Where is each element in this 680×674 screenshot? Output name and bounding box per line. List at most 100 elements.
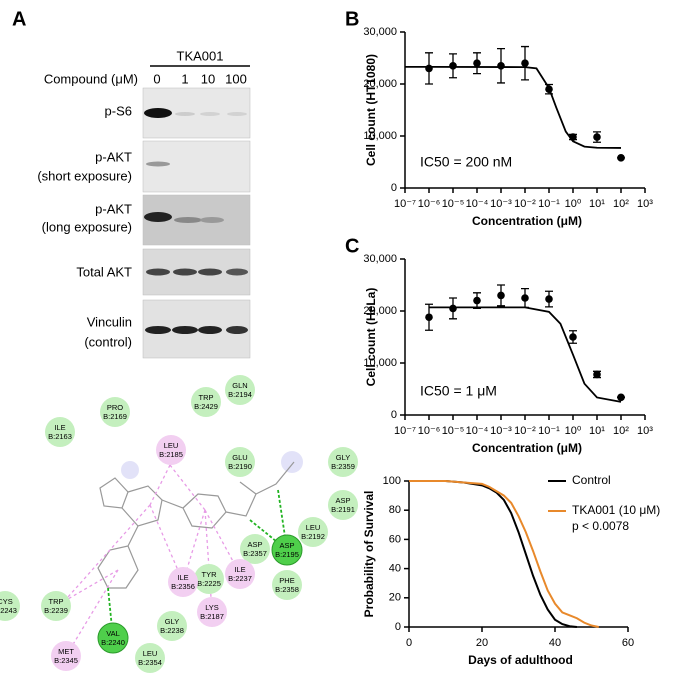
x-tick-label: 0 xyxy=(406,637,412,649)
x-tick-label: 10⁻⁶ xyxy=(418,425,441,437)
residue-id: B:2195 xyxy=(275,550,299,559)
residue-id: B:2240 xyxy=(101,638,125,647)
residue xyxy=(51,641,81,671)
residue xyxy=(240,534,270,564)
chart: C 0 10,000 20,000 30,000 10⁻⁷ 10⁻⁶ 10⁻⁵ 10⁻⁴ 10⁻³… xyxy=(345,235,653,455)
residue-id: B:2163 xyxy=(48,432,72,441)
band xyxy=(198,268,222,276)
residue xyxy=(272,570,302,600)
y-axis-title: Probability of Survival xyxy=(362,491,376,618)
annotation: IC50 = 1 μM xyxy=(420,383,497,399)
row-label: (long exposure) xyxy=(42,219,132,234)
residue-id: B:2239 xyxy=(44,606,68,615)
residue-id: B:2357 xyxy=(243,549,267,558)
point xyxy=(521,59,529,67)
residue xyxy=(100,397,130,427)
x-tick-label: 10⁻⁶ xyxy=(418,198,441,210)
residue-name: ASP xyxy=(335,496,350,505)
y-tick-label: 40 xyxy=(389,563,401,575)
residue-name: ILE xyxy=(177,573,188,582)
x-axis-title: Concentration (μM) xyxy=(472,214,582,228)
band xyxy=(172,326,198,334)
highlight xyxy=(121,461,139,479)
annotation: IC50 = 200 nM xyxy=(420,154,512,170)
row-label: p-AKT xyxy=(95,201,132,216)
legend-label: Control xyxy=(572,473,611,487)
residue-id: B:2191 xyxy=(331,505,355,514)
residue xyxy=(225,447,255,477)
interaction xyxy=(55,464,241,657)
residue xyxy=(194,564,224,594)
point xyxy=(425,313,433,322)
residue-id: B:2187 xyxy=(200,612,224,621)
band xyxy=(175,112,195,116)
x-tick-label: 10⁻² xyxy=(514,425,536,437)
group-label: TKA001 xyxy=(177,48,224,63)
row-label: p-AKT xyxy=(95,149,132,164)
residue xyxy=(157,611,187,641)
band xyxy=(144,108,172,118)
point xyxy=(593,133,601,141)
residue-name: TRP xyxy=(199,393,214,402)
residue-id: B:2345 xyxy=(54,656,78,665)
point xyxy=(497,291,505,300)
x-tick-label: 10¹ xyxy=(589,425,605,437)
x-tick-label: 10⁻² xyxy=(514,198,536,210)
y-tick-label: 30,000 xyxy=(363,253,397,265)
residue-name: LEU xyxy=(164,441,179,450)
y-axis-title: Cell count (HeLa) xyxy=(364,288,378,387)
y-tick-label: 10,000 xyxy=(363,130,397,142)
annotation: p < 0.0078 xyxy=(572,519,629,533)
band xyxy=(144,212,172,222)
chart: B 0 10,000 20,000 30,000 10⁻⁷ 10⁻⁶ 10⁻⁵ 10⁻⁴ 10⁻³… xyxy=(345,8,653,228)
y-tick-label: 80 xyxy=(389,504,401,516)
residue-name: ILE xyxy=(234,565,245,574)
residue-name: LEU xyxy=(306,523,321,532)
legend-label: TKA001 (10 μM) xyxy=(572,503,660,517)
residue-name: ASP xyxy=(279,541,294,550)
point xyxy=(545,295,553,303)
bond xyxy=(99,477,129,509)
x-tick-label: 10⁻¹ xyxy=(538,425,560,437)
x-tick-label: 60 xyxy=(622,637,634,649)
blot xyxy=(142,140,251,193)
residue-id: B:2190 xyxy=(228,462,252,471)
residue-name: VAL xyxy=(106,629,120,638)
point xyxy=(425,64,433,73)
point xyxy=(617,393,625,402)
x-tick-label: 10⁻⁴ xyxy=(466,198,489,210)
x-tick-label: 10⁻⁴ xyxy=(466,425,489,437)
y-tick-label: 60 xyxy=(389,533,401,545)
residue-id: B:2243 xyxy=(0,606,17,615)
x-tick-label: 10⁻⁵ xyxy=(442,425,465,437)
y-axis-title: Cell count (HT1080) xyxy=(364,54,378,166)
y-tick-label: 30,000 xyxy=(363,26,397,38)
residue xyxy=(271,534,303,566)
highlight xyxy=(281,451,303,473)
fit-curve xyxy=(405,65,622,149)
survival-line xyxy=(409,480,599,628)
residue xyxy=(191,387,221,417)
bond xyxy=(161,493,227,529)
residue xyxy=(41,591,71,621)
band xyxy=(226,326,248,334)
panel-label: C xyxy=(345,235,359,257)
residue-name: CYS xyxy=(0,597,13,606)
band xyxy=(200,217,224,223)
y-tick-label: 20,000 xyxy=(363,78,397,90)
x-tick-label: 10⁻¹ xyxy=(538,198,560,210)
residue xyxy=(328,490,358,520)
residue-id: B:2354 xyxy=(138,658,162,667)
residue-name: PHE xyxy=(279,576,294,585)
band xyxy=(226,268,248,276)
row-label: (control) xyxy=(84,334,132,349)
residue-name: MET xyxy=(58,647,74,656)
residue xyxy=(197,597,227,627)
point xyxy=(497,62,505,70)
point xyxy=(473,296,481,305)
panel-label: A xyxy=(12,8,26,30)
bond xyxy=(121,485,163,527)
residue-name: ASP xyxy=(247,540,262,549)
residue xyxy=(225,375,255,405)
point xyxy=(473,59,481,67)
